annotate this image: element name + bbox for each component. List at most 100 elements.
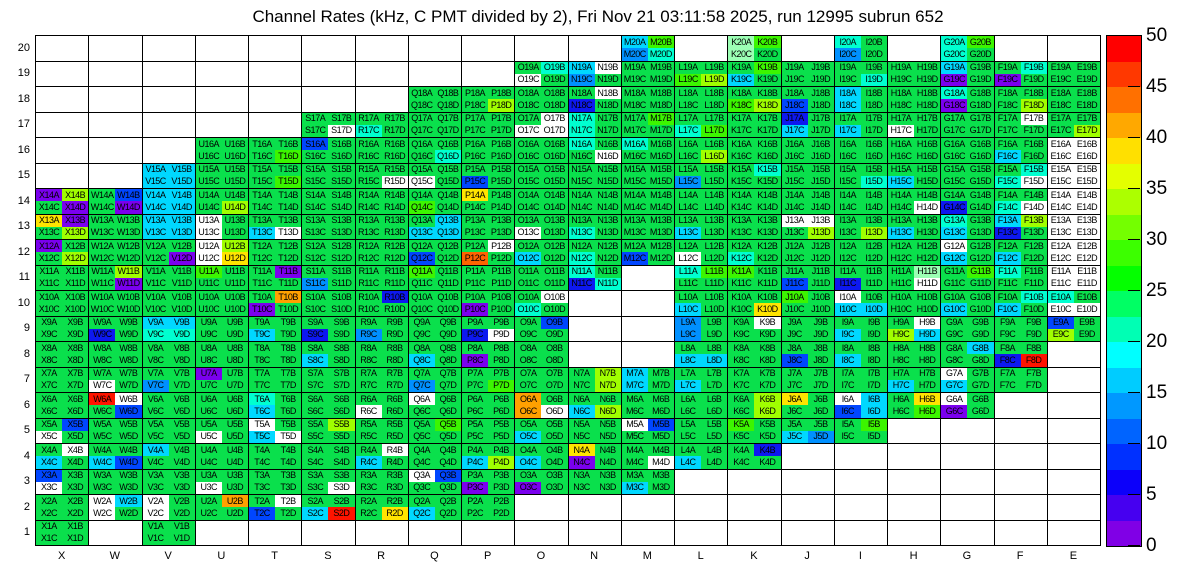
channel-P17D: P17D bbox=[488, 124, 515, 137]
channel-Q15C: Q15C bbox=[408, 175, 435, 188]
block-R15: R15A R15B R15C R15D bbox=[355, 163, 409, 189]
channel-E10C: E10C bbox=[1047, 303, 1074, 316]
channel-O3A: O3A bbox=[515, 469, 542, 482]
channel-H9D: H9D bbox=[914, 328, 941, 341]
channel-Q14A: Q14A bbox=[408, 189, 435, 202]
block-U18-empty bbox=[195, 87, 249, 113]
channel-J8C: J8C bbox=[781, 354, 808, 367]
channel-K19D: K19D bbox=[754, 73, 781, 86]
channel-I9C: I9C bbox=[834, 328, 861, 341]
channel-S15A: S15A bbox=[302, 163, 329, 176]
channel-L12A: L12A bbox=[675, 240, 702, 253]
channel-M12B: M12B bbox=[647, 240, 674, 253]
channel-I18B: I18B bbox=[860, 87, 887, 100]
channel-S15C: S15C bbox=[302, 175, 329, 188]
channel-O10C: O10C bbox=[515, 303, 542, 316]
channel-R9A: R9A bbox=[355, 316, 382, 329]
channel-Q4D: Q4D bbox=[434, 456, 461, 469]
channel-K15D: K15D bbox=[754, 175, 781, 188]
channel-R3D: R3D bbox=[381, 481, 408, 494]
channel-O8A: O8A bbox=[515, 342, 542, 355]
block-N20-empty bbox=[568, 36, 622, 62]
block-X10: X10A X10B X10C X10D bbox=[36, 291, 90, 317]
channel-P8B: P8B bbox=[488, 342, 515, 355]
channel-L4C: L4C bbox=[675, 456, 702, 469]
channel-P2B: P2B bbox=[488, 495, 515, 508]
channel-T9D: T9D bbox=[275, 328, 302, 341]
block-U9: U9A U9B U9C U9D bbox=[195, 316, 249, 342]
block-E4-empty bbox=[1047, 444, 1101, 470]
channel-S2A: S2A bbox=[302, 495, 329, 508]
channel-J9C: J9C bbox=[781, 328, 808, 341]
block-R18-empty bbox=[355, 87, 409, 113]
block-K5: K5A K5B K5C K5D bbox=[728, 418, 782, 444]
channel-S6C: S6C bbox=[302, 405, 329, 418]
block-M2-empty bbox=[621, 495, 675, 521]
block-V19-empty bbox=[142, 61, 196, 87]
block-H4-empty bbox=[888, 444, 942, 470]
channel-K17C: K17C bbox=[728, 124, 755, 137]
channel-M17B: M17B bbox=[647, 112, 674, 125]
channel-L8B: L8B bbox=[701, 342, 728, 355]
channel-F16A: F16A bbox=[994, 138, 1021, 151]
block-P14: P14A P14B P14C P14D bbox=[462, 189, 516, 215]
channel-T8D: T8D bbox=[275, 354, 302, 367]
channel-Q7A: Q7A bbox=[408, 367, 435, 380]
channel-X3B: X3B bbox=[62, 469, 89, 482]
channel-H7C: H7C bbox=[888, 379, 915, 392]
block-W12: W12A W12B W12C W12D bbox=[89, 240, 143, 266]
block-J12: J12A J12B J12C J12D bbox=[781, 240, 835, 266]
channel-K16D: K16D bbox=[754, 150, 781, 163]
channel-I5B: I5B bbox=[860, 418, 887, 431]
channel-S13C: S13C bbox=[302, 226, 329, 239]
channel-T15C: T15C bbox=[249, 175, 276, 188]
block-M14: M14A M14B M14C M14D bbox=[621, 189, 675, 215]
channel-E9A: E9A bbox=[1047, 316, 1074, 329]
channel-G15C: G15C bbox=[941, 175, 968, 188]
channel-I12C: I12C bbox=[834, 252, 861, 265]
block-J20-empty bbox=[781, 36, 835, 62]
block-I20: I20A I20B I20C I20D bbox=[834, 36, 888, 62]
channel-M16C: M16C bbox=[621, 150, 648, 163]
block-H8: H8A H8B H8C H8D bbox=[888, 342, 942, 368]
channel-V10D: V10D bbox=[168, 303, 195, 316]
channel-L15C: L15C bbox=[675, 175, 702, 188]
channel-F7B: F7B bbox=[1020, 367, 1047, 380]
block-W20-empty bbox=[89, 36, 143, 62]
channel-K17D: K17D bbox=[754, 124, 781, 137]
channel-G17B: G17B bbox=[967, 112, 994, 125]
block-S7: S7A S7B S7C S7D bbox=[302, 367, 356, 393]
channel-Q8B: Q8B bbox=[434, 342, 461, 355]
channel-U15C: U15C bbox=[195, 175, 222, 188]
channel-J12D: J12D bbox=[807, 252, 834, 265]
block-K17: K17A K17B K17C K17D bbox=[728, 112, 782, 138]
channel-H12B: H12B bbox=[914, 240, 941, 253]
block-P2: P2A P2B P2C P2D bbox=[462, 495, 516, 521]
channel-G14C: G14C bbox=[941, 201, 968, 214]
channel-H13B: H13B bbox=[914, 214, 941, 227]
channel-P14B: P14B bbox=[488, 189, 515, 202]
channel-O18A: O18A bbox=[515, 87, 542, 100]
channel-L17D: L17D bbox=[701, 124, 728, 137]
colorbar-label-30: 30 bbox=[1146, 229, 1168, 250]
channel-X8D: X8D bbox=[62, 354, 89, 367]
block-L9: L9A L9B L9C L9D bbox=[675, 316, 729, 342]
channel-W13A: W13A bbox=[89, 214, 116, 227]
block-O7: O7A O7B O7C O7D bbox=[515, 367, 569, 393]
channel-Q5C: Q5C bbox=[408, 430, 435, 443]
block-E10: E10A E10B E10C E10D bbox=[1047, 291, 1101, 317]
channel-N14A: N14A bbox=[568, 189, 595, 202]
channel-N16C: N16C bbox=[568, 150, 595, 163]
channel-O4D: O4D bbox=[541, 456, 568, 469]
channel-V15C: V15C bbox=[142, 175, 169, 188]
channel-E15A: E15A bbox=[1047, 163, 1074, 176]
block-L3-empty bbox=[675, 469, 729, 495]
channel-K6D: K6D bbox=[754, 405, 781, 418]
channel-V1B: V1B bbox=[168, 520, 195, 533]
channel-O16A: O16A bbox=[515, 138, 542, 151]
channel-E18D: E18D bbox=[1073, 99, 1100, 112]
block-E12: E12A E12B E12C E12D bbox=[1047, 240, 1101, 266]
channel-J19D: J19D bbox=[807, 73, 834, 86]
channel-G19C: G19C bbox=[941, 73, 968, 86]
channel-K13A: K13A bbox=[728, 214, 755, 227]
